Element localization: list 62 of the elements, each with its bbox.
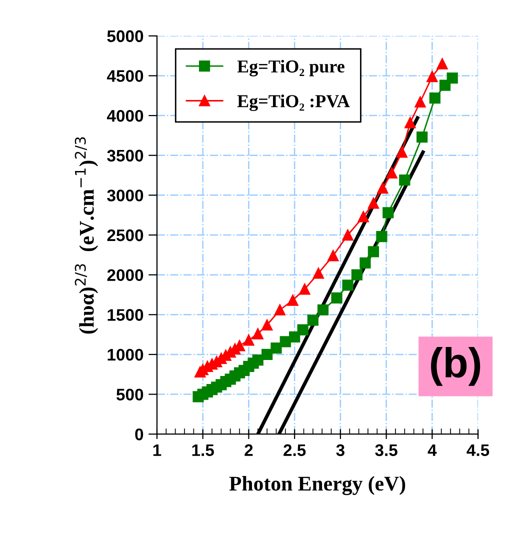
point	[299, 284, 310, 295]
x-tick-label: 2.5	[284, 444, 306, 456]
point	[404, 117, 416, 128]
x-tick-label: 2	[244, 444, 253, 456]
point	[342, 280, 354, 291]
x-tick-label: 3.5	[375, 444, 398, 456]
y-tick-label: 0	[135, 428, 144, 440]
point	[446, 72, 458, 84]
point	[297, 324, 308, 336]
legend-label: Eg=TiO₂ pure	[237, 60, 344, 76]
point	[382, 207, 394, 218]
point	[426, 70, 438, 82]
x-tick-label: 4	[428, 444, 437, 456]
y-tick-label: 3500	[107, 150, 144, 162]
point	[416, 131, 428, 143]
point	[243, 334, 254, 346]
point	[328, 250, 339, 262]
point	[429, 92, 440, 104]
y-tick-label: 500	[116, 388, 144, 400]
point	[376, 231, 388, 242]
x-tick-label: 1	[153, 444, 162, 456]
x-axis-title: Photon Energy (eV)	[229, 476, 406, 496]
point	[436, 58, 448, 70]
point	[312, 268, 324, 279]
point	[261, 348, 273, 360]
y-tick-label: 2500	[107, 229, 144, 242]
point	[351, 269, 362, 280]
point	[289, 331, 300, 343]
point	[317, 304, 329, 316]
point	[377, 182, 388, 194]
y-axis-title: (hυα)$^{2/3}$ (eV.cm$^{−1}$)$^{2/3}$	[74, 137, 98, 334]
point	[252, 328, 264, 340]
point	[252, 354, 264, 366]
y-tick-label: 5000	[107, 30, 144, 42]
point	[342, 229, 354, 241]
legend-label: Eg=TiO₂ :PVA	[237, 94, 350, 112]
point	[331, 292, 342, 304]
y-tick-label: 4500	[106, 70, 144, 82]
y-tick-label: 1000	[108, 348, 144, 361]
annotation: (b)	[431, 346, 480, 386]
point	[274, 304, 286, 316]
point	[270, 342, 282, 354]
point	[368, 198, 380, 209]
point	[399, 174, 410, 186]
y-tick-label: 4000	[106, 110, 144, 122]
point	[368, 246, 380, 258]
y-tick-label: 1500	[108, 309, 144, 321]
y-tick-label: 2000	[107, 269, 144, 282]
y-tick-label: 3000	[107, 190, 144, 202]
point	[360, 257, 371, 268]
point	[287, 294, 298, 306]
x-tick-label: 3	[336, 444, 344, 456]
point	[386, 167, 398, 178]
point	[358, 211, 369, 222]
point	[280, 336, 291, 348]
point	[261, 319, 273, 331]
x-tick-label: 1.5	[192, 444, 214, 456]
point	[307, 314, 318, 326]
point	[396, 146, 408, 158]
point	[414, 96, 426, 108]
x-tick-label: 4.5	[466, 444, 490, 456]
point	[439, 80, 451, 91]
